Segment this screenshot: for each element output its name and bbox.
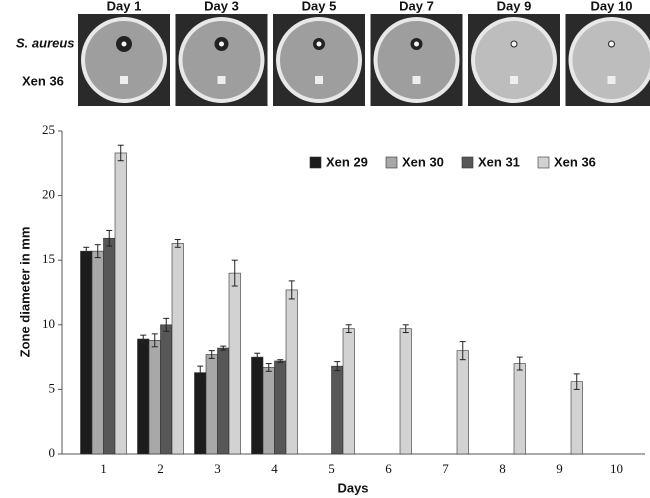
- legend-swatch: [461, 156, 474, 169]
- disk: [609, 41, 614, 47]
- error-bar: [334, 361, 341, 372]
- sample: [510, 76, 518, 84]
- disk: [219, 41, 224, 47]
- day-label: Day 9: [497, 0, 532, 13]
- error-bar: [83, 246, 90, 256]
- bar: [274, 360, 287, 455]
- y-axis-label: Zone diameter in mm: [17, 227, 32, 358]
- y-tick-label: 20: [42, 187, 55, 202]
- bar: [80, 250, 93, 455]
- bar: [160, 324, 173, 455]
- bar: [137, 338, 150, 455]
- error-bar: [163, 317, 170, 332]
- error-bar: [402, 324, 409, 334]
- x-tick-label: 10: [610, 461, 623, 476]
- bar: [194, 372, 207, 455]
- sample: [217, 76, 226, 84]
- legend-swatch: [385, 156, 398, 169]
- x-tick-label: 3: [214, 461, 221, 476]
- bar: [285, 289, 298, 455]
- bar: [114, 152, 127, 455]
- error-bar: [288, 280, 295, 300]
- error-bar: [117, 144, 124, 162]
- bar: [228, 272, 241, 455]
- x-tick-label: 4: [271, 461, 278, 476]
- error-bar: [277, 359, 284, 363]
- x-tick-label: 5: [328, 461, 335, 476]
- disk: [511, 41, 517, 47]
- day-label: Day 10: [591, 0, 633, 13]
- sample: [412, 76, 421, 84]
- legend-label: Xen 36: [554, 154, 596, 169]
- agar: [572, 21, 650, 99]
- x-tick-label: 7: [442, 461, 449, 476]
- bar: [171, 243, 184, 455]
- error-bar: [345, 324, 352, 334]
- agar: [280, 21, 358, 99]
- error-bar: [197, 365, 204, 380]
- agar: [182, 21, 261, 99]
- y-tick-label: 10: [42, 316, 55, 331]
- legend-label: Xen 29: [326, 154, 368, 169]
- day-label: Day 5: [302, 0, 337, 13]
- error-bar: [208, 350, 215, 359]
- error-bar: [151, 333, 158, 348]
- bar: [331, 365, 344, 455]
- error-bar: [231, 259, 238, 287]
- bar: [513, 363, 526, 455]
- x-tick-label: 6: [385, 461, 392, 476]
- agar: [377, 21, 456, 99]
- disk: [121, 41, 127, 47]
- legend-label: Xen 31: [478, 154, 520, 169]
- bar: [251, 356, 264, 455]
- legend-label: Xen 30: [402, 154, 444, 169]
- bar: [570, 381, 583, 455]
- error-bar: [459, 341, 466, 361]
- error-bar: [140, 334, 147, 344]
- day-label: Day 7: [399, 0, 434, 13]
- y-tick-label: 25: [42, 122, 55, 137]
- x-tick-label: 1: [100, 461, 107, 476]
- error-bar: [573, 373, 580, 390]
- error-bar: [94, 244, 101, 259]
- bar: [262, 367, 275, 455]
- legend-swatch: [309, 156, 322, 169]
- x-axis-label: Days: [337, 480, 368, 495]
- row-label: Xen 36: [22, 73, 64, 88]
- bar: [217, 347, 230, 455]
- bar: [148, 340, 161, 455]
- error-bar: [174, 239, 181, 248]
- y-tick-label: 5: [49, 380, 56, 395]
- sample: [120, 76, 128, 84]
- y-tick-label: 15: [42, 251, 55, 266]
- bar: [205, 354, 218, 455]
- error-bar: [254, 352, 261, 362]
- error-bar: [516, 356, 523, 371]
- x-tick-label: 8: [499, 461, 506, 476]
- x-tick-label: 9: [556, 461, 563, 476]
- bar: [456, 350, 469, 455]
- disk: [316, 41, 322, 47]
- x-tick-label: 2: [157, 461, 164, 476]
- row-label: S. aureus: [16, 35, 75, 50]
- agar: [475, 21, 553, 99]
- agar: [85, 21, 163, 99]
- disk: [414, 41, 419, 47]
- day-label: Day 1: [107, 0, 142, 13]
- error-bar: [220, 345, 227, 351]
- bar: [399, 328, 412, 455]
- bar: [342, 328, 355, 455]
- error-bar: [265, 363, 272, 372]
- bar: [103, 237, 116, 455]
- sample: [607, 76, 616, 84]
- legend-swatch: [537, 156, 550, 169]
- bar: [91, 250, 104, 455]
- day-label: Day 3: [204, 0, 239, 13]
- error-bar: [106, 229, 113, 247]
- sample: [315, 76, 323, 84]
- y-tick-label: 0: [49, 445, 56, 460]
